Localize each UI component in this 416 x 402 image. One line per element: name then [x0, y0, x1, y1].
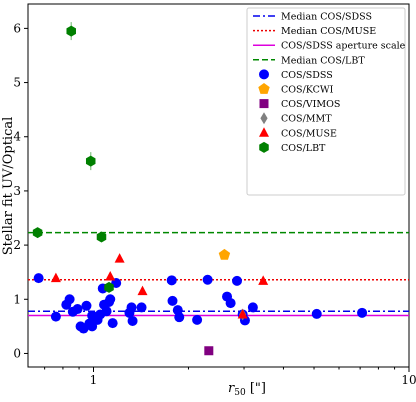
point-cos-sdss-22 [126, 302, 137, 313]
legend-swatch-cos-lbt [259, 141, 269, 153]
y-tick-label: 0 [13, 346, 21, 360]
point-cos-lbt-2 [85, 155, 96, 167]
point-cos-sdss-3 [64, 294, 75, 305]
x-axis-label-unit: ["] [246, 381, 266, 396]
legend-items: Median COS/SDSS Median COS/MUSE COS/SDSS a… [253, 12, 406, 154]
point-cos-sdss-8 [81, 300, 92, 311]
legend-swatch-cos-muse [259, 127, 269, 137]
legend-label-median-cos-muse: Median COS/MUSE [281, 26, 376, 37]
y-tick-label: 3 [13, 184, 21, 198]
y-tick-label: 6 [13, 21, 21, 35]
point-cos-sdss-29 [192, 314, 203, 325]
x-axis-label-subscript: 50 [234, 388, 246, 398]
point-cos-sdss-30 [202, 274, 213, 285]
point-cos-muse-5 [258, 275, 269, 285]
point-cos-sdss-18 [105, 294, 116, 305]
x-tick-label: 1 [90, 373, 98, 387]
point-cos-sdss-19 [107, 318, 118, 329]
x-tick-label: 10 [401, 373, 416, 387]
point-cos-lbt-4 [104, 281, 114, 293]
x-axis-label-main: r [228, 381, 235, 396]
legend-swatch-cos-mmt [260, 112, 268, 125]
point-cos-sdss-23 [127, 315, 138, 326]
legend-label-cos-kcwi: COS/KCWI [281, 85, 334, 96]
point-cos-lbt-3 [96, 231, 107, 243]
y-axis-label: Stellar fit UV/Optical [1, 117, 16, 256]
point-cos-sdss-38 [357, 307, 368, 318]
point-cos-sdss-24 [136, 302, 147, 313]
legend-box [246, 7, 406, 196]
point-cos-lbt-0 [32, 227, 43, 239]
legend-label-median-cos-lbt: Median COS/LBT [281, 55, 365, 66]
point-cos-muse-2 [114, 253, 125, 263]
legend-swatch-cos-vimos [259, 99, 269, 109]
point-cos-sdss-32 [225, 298, 236, 309]
legend-label-cos-lbt: COS/LBT [281, 143, 326, 154]
point-cos-muse-0 [50, 272, 61, 283]
data-markers [32, 22, 368, 356]
legend-label-cos-sdss: COS/SDSS [281, 70, 333, 81]
legend-label-cos-muse: COS/MUSE [281, 128, 337, 139]
point-cos-sdss-37 [311, 308, 322, 319]
point-cos-sdss-5 [72, 304, 83, 315]
point-cos-sdss-26 [167, 295, 178, 306]
legend-label-cos-vimos: COS/VIMOS [281, 99, 340, 110]
y-tick-label: 2 [13, 238, 21, 252]
legend-label-cos-mmt: COS/MMT [281, 114, 332, 125]
point-cos-sdss-36 [247, 302, 258, 313]
point-cos-muse-1 [105, 271, 116, 281]
legend-swatch-cos-kcwi [258, 83, 270, 94]
point-cos-kcwi-0 [218, 248, 231, 260]
y-tick-label: 4 [13, 130, 21, 144]
point-cos-sdss-25 [166, 275, 177, 286]
point-cos-sdss-1 [50, 311, 61, 322]
point-cos-sdss-0 [33, 273, 44, 284]
point-cos-sdss-33 [232, 275, 243, 286]
legend-label-median-cos-sdss: Median COS/SDSS [281, 12, 372, 23]
legend-swatch-cos-sdss [259, 69, 269, 80]
x-axis-label: r50 ["] [228, 381, 266, 398]
y-tick-label: 5 [13, 76, 21, 90]
point-cos-sdss-28 [174, 312, 185, 323]
point-cos-lbt-1 [66, 25, 76, 37]
legend: Median COS/SDSS Median COS/MUSE COS/SDSS a… [246, 7, 406, 196]
point-cos-sdss-16 [101, 306, 112, 317]
point-cos-vimos-0 [204, 346, 214, 356]
legend-label-cos-sdss-aperture-scale: COS/SDSS aperture scale [281, 41, 406, 52]
y-tick-label: 1 [13, 292, 21, 306]
point-cos-muse-3 [137, 285, 148, 296]
point-cos-muse-4 [237, 308, 248, 319]
axis-ticks: 0 1 2 3 4 5 6 1 10 [13, 21, 416, 387]
